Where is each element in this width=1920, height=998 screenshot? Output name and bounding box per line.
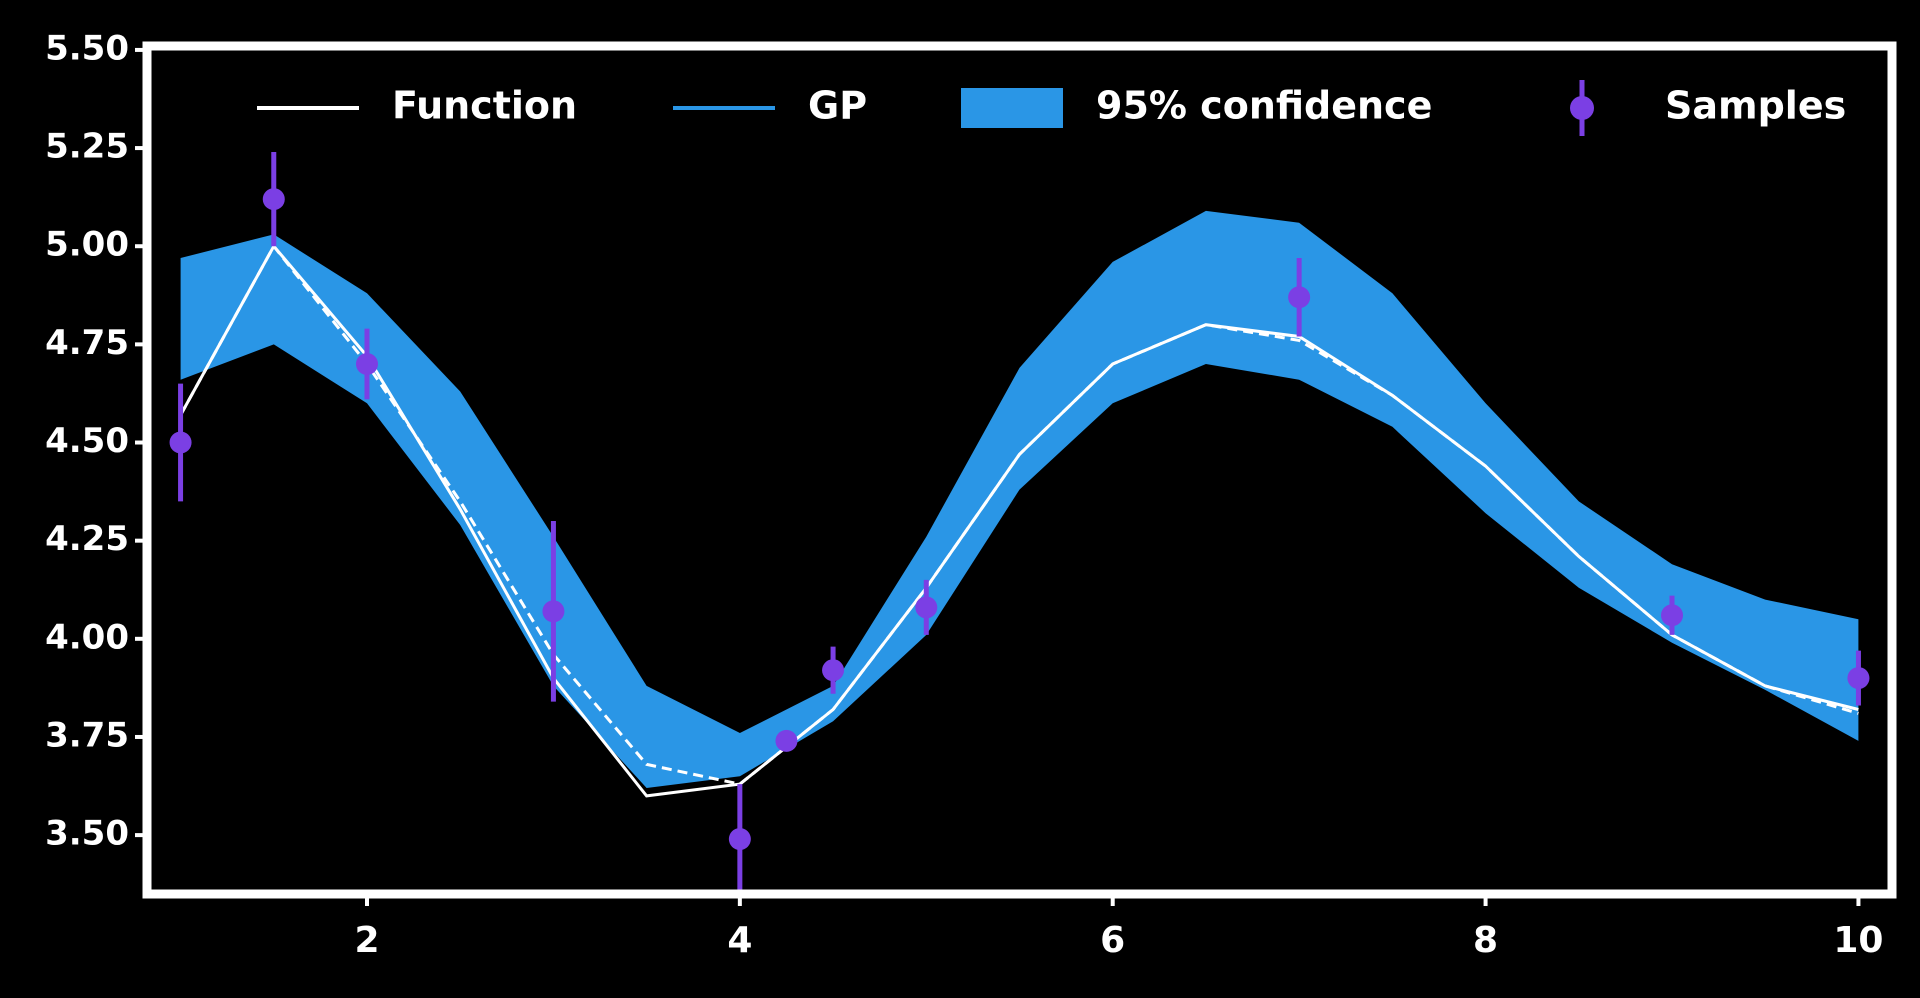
gp-mean-line <box>179 243 1859 786</box>
plot-area <box>169 152 1870 894</box>
y-tick-label: 5.50 <box>45 28 129 68</box>
legend-swatch <box>1570 96 1594 120</box>
legend-swatch <box>961 88 1063 128</box>
x-tick-label: 10 <box>1833 920 1883 961</box>
sample-point <box>1847 667 1870 690</box>
y-tick-label: 4.00 <box>45 617 129 657</box>
axes-frame <box>142 41 1897 899</box>
sample-point <box>1288 286 1311 309</box>
legend-label: GP <box>808 84 867 128</box>
x-tick-label: 4 <box>727 920 752 961</box>
sample-point <box>355 353 378 375</box>
y-tick-label: 4.50 <box>45 421 129 461</box>
sample-point <box>822 659 845 682</box>
legend-label: Samples <box>1665 84 1846 128</box>
y-tick-label: 4.75 <box>45 323 129 363</box>
y-tick-label: 3.75 <box>45 715 129 755</box>
sample-point <box>728 828 751 851</box>
x-tick-label: 6 <box>1100 920 1125 961</box>
sample-point <box>775 729 798 752</box>
y-tick-label: 4.25 <box>45 519 129 559</box>
y-tick-label: 5.00 <box>45 225 129 265</box>
sample-point <box>542 600 565 623</box>
x-tick-label: 8 <box>1473 920 1498 961</box>
y-tick-label: 3.50 <box>45 814 129 854</box>
sample-point <box>915 596 938 619</box>
sample-point <box>169 431 192 454</box>
x-tick-label: 2 <box>354 920 379 961</box>
legend-label: Function <box>392 84 577 128</box>
sample-point <box>1661 604 1684 627</box>
sample-point <box>262 188 285 211</box>
confidence-band <box>180 210 1859 788</box>
y-tick-label: 5.25 <box>45 127 129 167</box>
legend-label: 95% confidence <box>1096 84 1432 128</box>
